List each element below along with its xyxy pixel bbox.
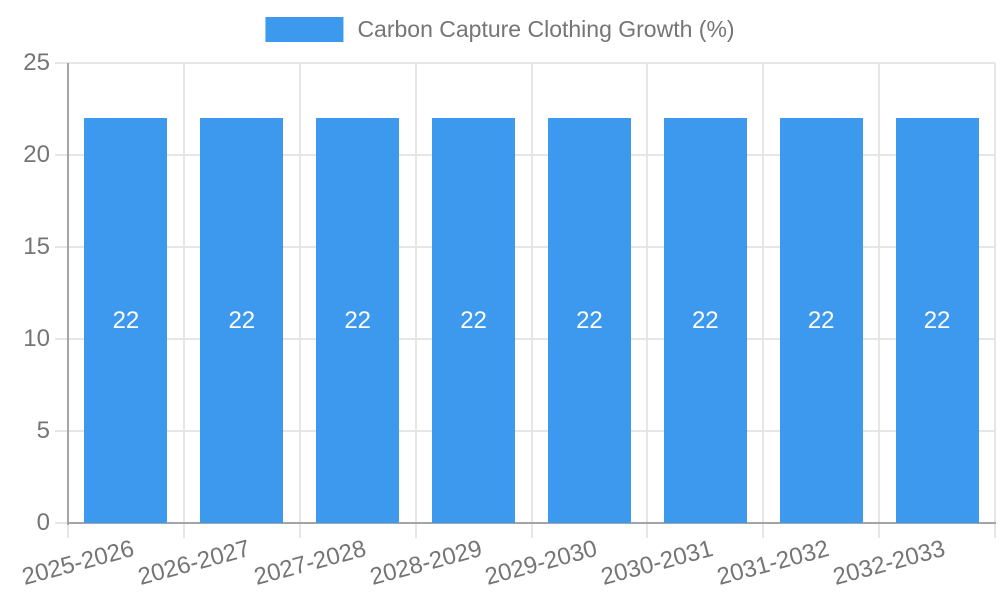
y-gridline <box>55 430 995 432</box>
y-tick-label: 15 <box>23 233 50 260</box>
x-tick-label: 2029-2030 <box>482 535 601 591</box>
bar <box>432 118 516 523</box>
x-tick-label: 2030-2031 <box>598 535 717 591</box>
x-tick <box>994 523 996 538</box>
y-gridline <box>55 62 995 64</box>
x-tick <box>298 523 301 538</box>
bar-value-label: 22 <box>691 306 719 334</box>
bar <box>84 118 168 523</box>
bar <box>200 118 284 523</box>
x-tick-label: 2025-2026 <box>19 535 137 591</box>
bar-value-label: 22 <box>112 306 140 334</box>
bar-value-label: 22 <box>228 306 256 334</box>
y-gridline <box>55 154 995 156</box>
y-axis-line <box>67 63 69 525</box>
x-gridline <box>182 63 185 523</box>
x-gridline <box>878 63 881 523</box>
bar <box>316 118 400 523</box>
bar <box>663 118 747 523</box>
x-tick-label: 2028-2029 <box>366 535 485 591</box>
x-tick-label: 2026-2027 <box>134 535 253 591</box>
y-tick-label: 10 <box>23 325 50 352</box>
x-tick <box>67 523 69 538</box>
bar-value-label: 22 <box>807 306 835 334</box>
legend-swatch <box>265 17 344 42</box>
bar-value-label: 22 <box>923 306 951 334</box>
bar-value-label: 22 <box>460 306 487 334</box>
bar <box>779 118 863 523</box>
bar <box>547 118 631 523</box>
x-gridline <box>646 63 649 523</box>
x-axis-line <box>67 522 996 524</box>
y-tick-label: 25 <box>23 49 50 76</box>
y-gridline <box>55 338 995 340</box>
x-tick <box>414 523 417 538</box>
x-tick <box>878 523 881 538</box>
x-gridline <box>994 63 996 523</box>
y-tick-label: 5 <box>36 417 50 444</box>
x-gridline <box>414 63 417 523</box>
bar-value-label: 22 <box>344 306 372 334</box>
legend-item[interactable]: Carbon Capture Clothing Growth (%) <box>265 16 735 43</box>
legend-label: Carbon Capture Clothing Growth (%) <box>357 16 735 42</box>
x-gridline <box>298 63 301 523</box>
bar-value-label: 22 <box>576 306 603 334</box>
x-tick-label: 2032-2033 <box>830 535 949 591</box>
y-tick-label: 20 <box>23 141 50 168</box>
bar <box>895 118 979 523</box>
x-tick-label: 2031-2032 <box>714 535 833 591</box>
x-tick <box>182 523 185 538</box>
x-tick <box>530 523 533 538</box>
y-gridline <box>55 246 995 248</box>
x-gridline <box>530 63 533 523</box>
x-tick-label: 2027-2028 <box>250 535 369 591</box>
x-tick <box>762 523 765 538</box>
x-tick <box>646 523 649 538</box>
x-gridline <box>762 63 765 523</box>
y-tick-label: 0 <box>36 509 50 536</box>
